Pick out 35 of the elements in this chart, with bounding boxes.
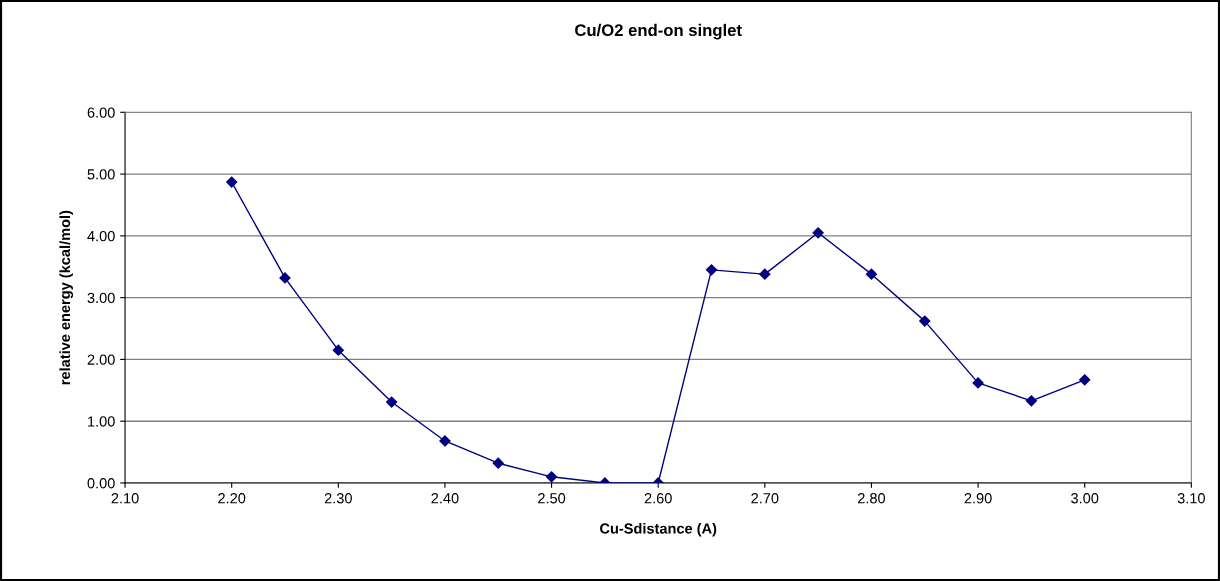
x-tick-label: 2.90	[964, 493, 992, 504]
y-axis-title: relative energy (kcal/mol)	[59, 210, 74, 385]
point	[492, 457, 504, 469]
point	[545, 471, 558, 483]
point	[279, 272, 291, 284]
x-tick-label: 2.80	[857, 493, 886, 504]
x-tick-label: 2.30	[324, 493, 352, 504]
x-tick-label: 3.00	[1071, 493, 1099, 504]
x-tick-label: 3.10	[1177, 493, 1205, 504]
y-tick-label: 2.00	[87, 354, 115, 365]
x-tick-label: 2.40	[431, 493, 459, 504]
point	[386, 396, 398, 408]
x-tick-label: 2.70	[751, 493, 779, 504]
point	[705, 264, 718, 276]
point	[919, 315, 931, 327]
point	[865, 268, 878, 280]
x-tick-label: 2.20	[218, 493, 246, 504]
y-tick-label: 3.00	[87, 292, 115, 304]
point	[759, 268, 771, 280]
point	[1025, 395, 1037, 407]
y-tick-label: 6.00	[87, 107, 115, 118]
point	[972, 377, 984, 389]
point	[332, 344, 344, 356]
x-tick-label: 2.10	[111, 493, 139, 504]
point	[226, 176, 238, 188]
point	[812, 227, 824, 239]
y-tick-label: 0.00	[87, 478, 115, 489]
y-tick-label: 5.00	[87, 169, 115, 180]
x-axis-title: Cu-Sdistance (A)	[600, 522, 717, 537]
y-tick-label: 4.00	[87, 230, 115, 242]
chart-title: Cu/O2 end-on singlet	[575, 23, 742, 40]
x-tick-label: 2.50	[538, 493, 566, 504]
point	[1079, 374, 1091, 386]
x-tick-label: 2.60	[644, 493, 672, 504]
y-tick-label: 1.00	[88, 416, 115, 427]
